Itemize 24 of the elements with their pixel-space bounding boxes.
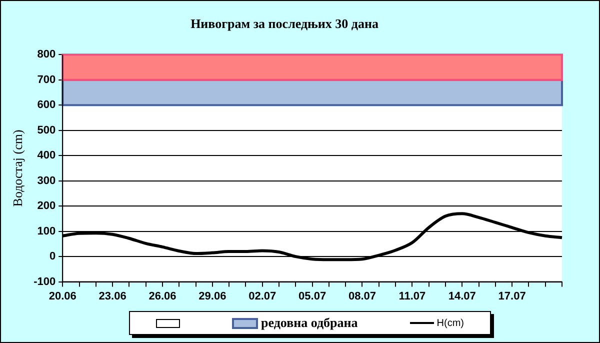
- x-tick-label: 05.07: [298, 290, 326, 302]
- y-tick-label: 700: [37, 74, 56, 86]
- chart-title: Нивограм за последњих 30 дана: [190, 16, 379, 32]
- y-tick-label: 800: [37, 48, 56, 61]
- y-tick-label: 300: [37, 174, 56, 187]
- y-tick-label: 500: [37, 124, 56, 136]
- x-tick-label: 02.07: [248, 290, 276, 302]
- y-tick-label: -100: [34, 276, 56, 288]
- x-tick-label: 23.06: [98, 290, 126, 302]
- x-tick-label: 29.06: [198, 290, 226, 302]
- legend-label: H(cm): [436, 318, 464, 328]
- x-tick-label: 17.07: [498, 290, 526, 302]
- x-tick-label: 08.07: [348, 290, 376, 302]
- x-tick-label: 26.06: [148, 290, 176, 302]
- legend-label: редовна одбрана: [261, 315, 358, 331]
- y-tick-label: 200: [37, 200, 56, 212]
- y-tick-label: 400: [37, 150, 56, 162]
- y-tick-label: 100: [37, 225, 56, 238]
- y-tick-label: 0: [49, 250, 56, 263]
- y-axis-title: Водостај (cm): [10, 130, 26, 207]
- x-tick-label: 20.06: [48, 290, 76, 302]
- y-tick-label: 600: [37, 99, 56, 112]
- x-tick-label: 14.07: [448, 290, 476, 302]
- x-tick-label: 11.07: [398, 290, 426, 302]
